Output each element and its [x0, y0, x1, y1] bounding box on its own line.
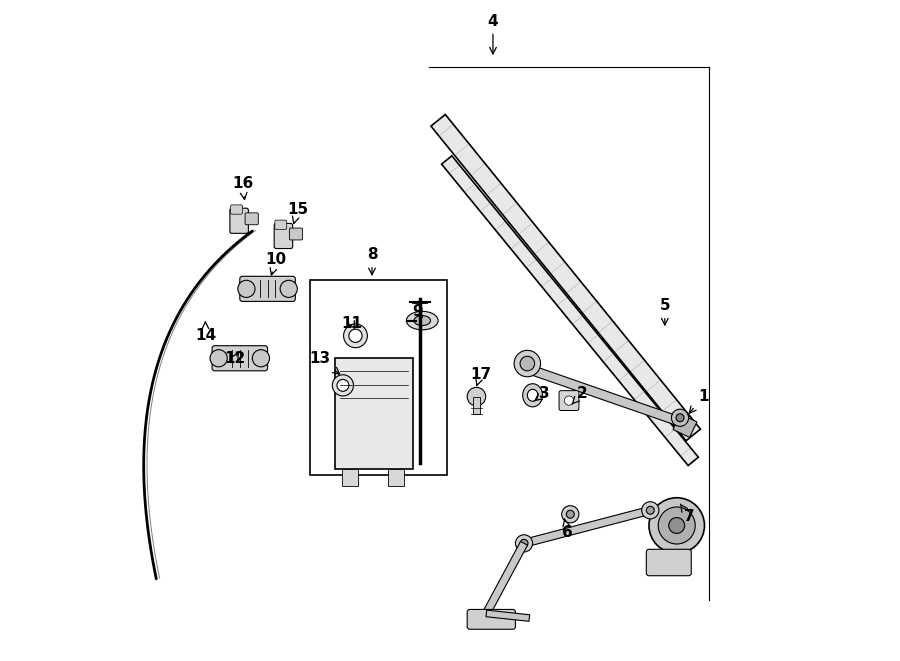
Circle shape [649, 498, 705, 553]
Bar [310, 280, 447, 475]
Circle shape [520, 356, 535, 371]
FancyBboxPatch shape [335, 358, 413, 469]
Circle shape [566, 510, 574, 518]
FancyBboxPatch shape [230, 208, 248, 233]
Circle shape [210, 350, 227, 367]
FancyBboxPatch shape [212, 346, 267, 371]
Ellipse shape [523, 383, 543, 407]
Text: 15: 15 [287, 202, 309, 223]
Circle shape [642, 502, 659, 519]
FancyBboxPatch shape [274, 220, 287, 229]
Circle shape [349, 329, 362, 342]
Text: 8: 8 [366, 247, 377, 275]
Text: 3: 3 [535, 386, 550, 401]
Polygon shape [442, 156, 698, 465]
Text: 10: 10 [266, 252, 287, 275]
Text: 2: 2 [572, 386, 588, 404]
FancyBboxPatch shape [239, 276, 295, 301]
Circle shape [337, 379, 349, 391]
Circle shape [676, 414, 684, 422]
Text: 4: 4 [488, 14, 499, 54]
Circle shape [646, 506, 654, 514]
Circle shape [332, 375, 354, 396]
Text: 14: 14 [195, 322, 216, 343]
FancyBboxPatch shape [467, 609, 516, 629]
Circle shape [658, 507, 695, 544]
FancyBboxPatch shape [245, 213, 258, 225]
Polygon shape [526, 364, 681, 426]
Polygon shape [486, 610, 530, 621]
Text: 17: 17 [470, 368, 491, 385]
Text: 12: 12 [225, 351, 246, 366]
Circle shape [562, 506, 579, 523]
Circle shape [467, 387, 486, 406]
Circle shape [669, 518, 685, 533]
Text: 11: 11 [342, 317, 363, 331]
Bar [388, 469, 404, 486]
Circle shape [252, 350, 269, 367]
Text: 6: 6 [562, 519, 573, 539]
Ellipse shape [527, 389, 538, 401]
Ellipse shape [407, 311, 438, 330]
FancyBboxPatch shape [230, 205, 242, 214]
Circle shape [520, 539, 528, 547]
FancyBboxPatch shape [290, 228, 302, 240]
Circle shape [516, 535, 533, 552]
FancyBboxPatch shape [646, 549, 691, 576]
Bar [342, 469, 358, 486]
Circle shape [344, 324, 367, 348]
Circle shape [564, 396, 573, 405]
Bar [473, 397, 480, 414]
Text: 1: 1 [689, 389, 708, 413]
FancyBboxPatch shape [274, 223, 292, 249]
Text: 5: 5 [660, 298, 670, 325]
Circle shape [514, 350, 541, 377]
Circle shape [238, 280, 255, 297]
FancyBboxPatch shape [559, 391, 579, 410]
Polygon shape [673, 414, 697, 438]
Polygon shape [431, 114, 700, 441]
Text: 9: 9 [412, 305, 423, 319]
Text: 16: 16 [232, 176, 253, 200]
Polygon shape [523, 506, 652, 547]
Polygon shape [483, 541, 527, 615]
Circle shape [671, 409, 688, 426]
Text: 7: 7 [680, 504, 695, 524]
Ellipse shape [414, 316, 430, 325]
Text: 13: 13 [310, 351, 339, 374]
Circle shape [280, 280, 297, 297]
